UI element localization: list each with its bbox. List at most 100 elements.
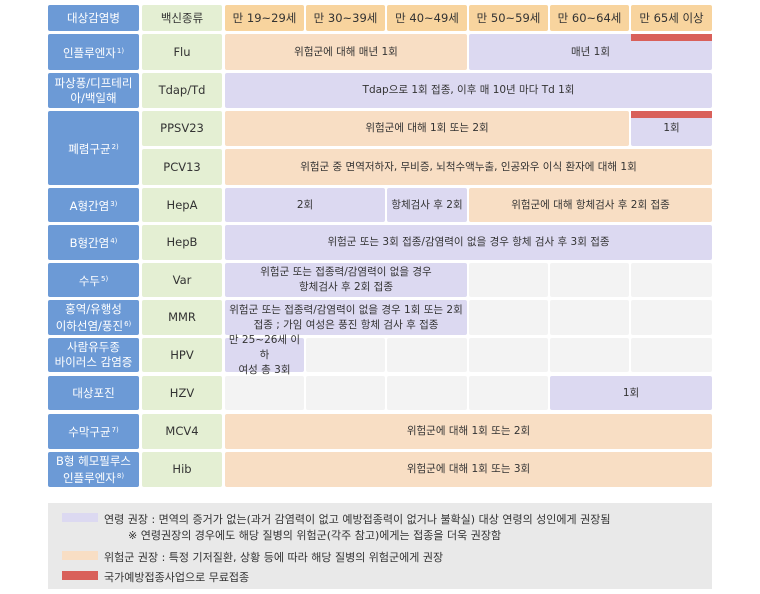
header-text: 만 30~39세 — [313, 10, 378, 25]
schedule-bar: Tdap으로 1회 접종, 이후 매 10년 마다 Td 1회 — [225, 73, 712, 108]
disease-cell: 수두5) — [48, 263, 139, 297]
vaccine-name: Flu — [173, 44, 191, 59]
empty-cell — [469, 338, 548, 372]
disease-cell: 대상포진 — [48, 376, 139, 410]
free-vaccination-strip — [631, 34, 712, 41]
disease-cell: 홍역/유행성 이하선염/풍진6) — [48, 300, 139, 335]
schedule-text: 위험군에 대해 매년 1회 — [294, 45, 398, 58]
header-text: 만 40~49세 — [395, 10, 459, 25]
vaccine-name: HepB — [166, 235, 198, 249]
disease-name: 수두 — [78, 273, 100, 288]
schedule-text: 위험군에 대해 항체검사 후 2회 접종 — [511, 198, 670, 211]
disease-cell: B형간염4) — [48, 225, 139, 260]
legend-swatch — [62, 551, 98, 560]
vaccine-cell: Hib — [142, 452, 222, 487]
vaccine-cell: Flu — [142, 34, 222, 70]
footnote-mark: 5) — [100, 274, 109, 283]
disease-name: 수막구균 — [68, 425, 111, 439]
disease-line: 인플루엔자8) — [63, 469, 124, 486]
disease-line: 이하선염/풍진6) — [56, 317, 132, 334]
legend-text: ※ 연령권장의 경우에도 해당 질병의 위험군(각주 참고)에게는 접종을 더욱… — [128, 529, 502, 542]
legend-swatch — [62, 571, 98, 580]
schedule-bar: 위험군 중 면역저하자, 무비증, 뇌척수액누출, 인공와우 이식 환자에 대해… — [225, 149, 712, 185]
header-vaccine: 백신종류 — [142, 5, 222, 31]
empty-cell — [306, 338, 385, 372]
schedule-bar: 위험군에 대해 1회 또는 3회 — [225, 452, 712, 487]
header-text: 만 60~64세 — [557, 10, 622, 25]
disease-line: 수막구균7) — [68, 423, 119, 440]
empty-cell — [469, 300, 548, 335]
header-age: 만 50~59세 — [469, 5, 548, 31]
vaccine-name: PPSV23 — [160, 121, 204, 135]
schedule-text: 2회 — [296, 198, 314, 211]
disease-cell: B형 헤모필루스 인플루엔자8) — [48, 452, 139, 487]
vaccine-cell: MMR — [142, 300, 222, 335]
header-age: 만 19~29세 — [225, 5, 304, 31]
schedule-bar: 위험군 또는 접종력/감염력이 없을 경우 1회 또는 2회 접종 ; 가임 여성… — [225, 300, 467, 335]
header-text: 만 50~59세 — [476, 10, 541, 25]
disease-cell: 사람유두종 바이러스 감염증 — [48, 338, 139, 372]
header-text: 백신종류 — [160, 10, 204, 25]
disease-name: A형간염 — [69, 198, 110, 213]
disease-line: B형간염4) — [70, 234, 118, 251]
free-vaccination-strip — [631, 111, 712, 118]
disease-cell: A형간염3) — [48, 188, 139, 222]
disease-line: 수두5) — [79, 272, 108, 289]
header-age: 만 60~64세 — [550, 5, 629, 31]
legend-text: 국가예방접종사업으로 무료접종 — [104, 571, 250, 584]
vaccine-cell: HZV — [142, 376, 222, 410]
empty-cell — [225, 376, 304, 410]
vaccine-cell: MCV4 — [142, 414, 222, 449]
footnote-mark: 1) — [116, 46, 125, 55]
footnote-mark: 7) — [111, 426, 119, 434]
disease-name: 대상포진 — [72, 385, 115, 400]
disease-name: B형간염 — [69, 236, 110, 250]
header-text: 만 65세 이상 — [639, 10, 704, 25]
header-text: 대상감염병 — [67, 10, 120, 25]
schedule-bar: 위험군 또는 접종력/감염력이 없을 경우 항체검사 후 2회 접종 — [225, 263, 467, 297]
schedule-bar: 1회 — [550, 376, 712, 410]
schedule-bar: 위험군에 대해 1회 또는 2회 — [225, 414, 712, 449]
empty-cell — [306, 376, 385, 410]
empty-cell — [387, 338, 467, 372]
empty-cell — [631, 263, 712, 297]
header-age: 만 65세 이상 — [631, 5, 712, 31]
schedule-text: 만 25~26세 이하 — [228, 333, 301, 361]
schedule-text: 1회 — [663, 122, 680, 134]
legend-text: 위험군 권장 : 특정 기저질환, 상황 등에 따라 해당 질병의 위험군에게 … — [104, 551, 444, 564]
disease-name: 이하선염/풍진 — [55, 318, 124, 333]
disease-name: 폐렴구균 — [68, 141, 111, 156]
footnote-mark: 8) — [116, 471, 125, 480]
disease-line: A형간염3) — [70, 197, 118, 214]
disease-name: 인플루엔자 — [62, 45, 116, 60]
schedule-text: 위험군 또는 접종력/감염력이 없을 경우 — [260, 266, 432, 278]
disease-name: 홍역/유행성 — [65, 301, 122, 316]
legend: 연령 권장 : 면역의 증거가 없는(과거 감염력이 없고 예방접종력이 없거나… — [48, 503, 712, 589]
schedule-bar: 위험군에 대해 1회 또는 2회 — [225, 111, 629, 146]
schedule-text: 접종 ; 가임 여성은 풍진 항체 검사 후 접종 — [253, 318, 439, 331]
vaccine-cell: Tdap/Td — [142, 73, 222, 108]
header-age: 만 30~39세 — [306, 5, 385, 31]
empty-cell — [631, 300, 712, 335]
schedule-text: 항체검사 후 2회 — [391, 198, 463, 211]
schedule-bar: 위험군에 대해 항체검사 후 2회 접종 — [469, 188, 712, 222]
schedule-text: 위험군에 대해 1회 또는 2회 — [365, 122, 489, 134]
vaccine-name: PCV13 — [163, 159, 201, 174]
disease-name: 사람유두종 — [67, 340, 120, 354]
schedule-bar: 위험군 또는 3회 접종/감염력이 없을 경우 항체 검사 후 3회 접종 — [225, 225, 712, 260]
disease-name: 파상풍/디프테리 — [54, 75, 133, 90]
empty-cell — [631, 338, 712, 372]
empty-cell — [550, 263, 629, 297]
vaccine-name: MMR — [168, 310, 196, 324]
schedule-text: 여성 총 3회 — [238, 363, 291, 376]
vaccine-cell: PPSV23 — [142, 111, 222, 146]
empty-cell — [469, 263, 548, 297]
schedule-text: Tdap으로 1회 접종, 이후 매 10년 마다 Td 1회 — [362, 84, 575, 96]
header-age: 만 40~49세 — [387, 5, 467, 31]
schedule-text: 매년 1회 — [571, 45, 610, 58]
footnote-mark: 3) — [110, 199, 118, 208]
header-text: 만 19~29세 — [232, 10, 297, 25]
disease-cell: 폐렴구균2) — [48, 111, 139, 185]
vaccine-cell: HepB — [142, 225, 222, 260]
